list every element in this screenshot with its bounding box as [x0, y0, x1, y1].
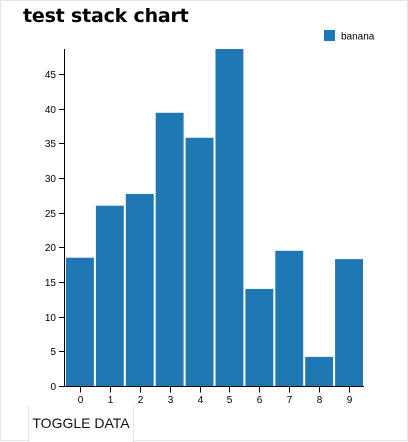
x-tick-label: 9 [347, 395, 353, 406]
toggle-data-button[interactable]: TOGGLE DATA [28, 405, 134, 442]
bar-7 [275, 250, 304, 386]
x-tick-label: 1 [108, 395, 114, 406]
y-tick-label: 35 [45, 139, 57, 150]
x-tick-label: 7 [287, 395, 293, 406]
y-tick-label: 45 [45, 70, 57, 81]
x-tick-label: 4 [198, 395, 204, 406]
x-tick-label: 8 [317, 395, 323, 406]
x-tick-label: 5 [227, 395, 233, 406]
bar-8 [305, 356, 334, 386]
x-tick-label: 0 [78, 395, 84, 406]
x-tick-label: 6 [257, 395, 263, 406]
chart-title: test stack chart [23, 5, 189, 27]
y-tick-label: 25 [45, 209, 57, 220]
bar-1 [95, 205, 124, 386]
legend-label: banana [341, 32, 375, 43]
y-tick-label: 10 [45, 313, 57, 324]
x-tick-label: 3 [168, 395, 174, 406]
y-tick-label: 5 [50, 347, 56, 358]
legend-swatch [324, 30, 335, 41]
y-tick-label: 15 [45, 278, 57, 289]
bar-2 [125, 193, 154, 386]
bar-5 [215, 49, 244, 386]
bar-6 [245, 288, 274, 386]
x-tick-label: 2 [138, 395, 144, 406]
y-tick-label: 30 [45, 174, 57, 185]
bar-0 [66, 257, 94, 386]
bar-3 [155, 112, 184, 386]
y-tick-label: 0 [50, 382, 56, 393]
bar-4 [185, 137, 214, 386]
y-tick-label: 40 [45, 105, 57, 116]
y-tick-label: 20 [45, 243, 57, 254]
bar-9 [335, 259, 363, 386]
